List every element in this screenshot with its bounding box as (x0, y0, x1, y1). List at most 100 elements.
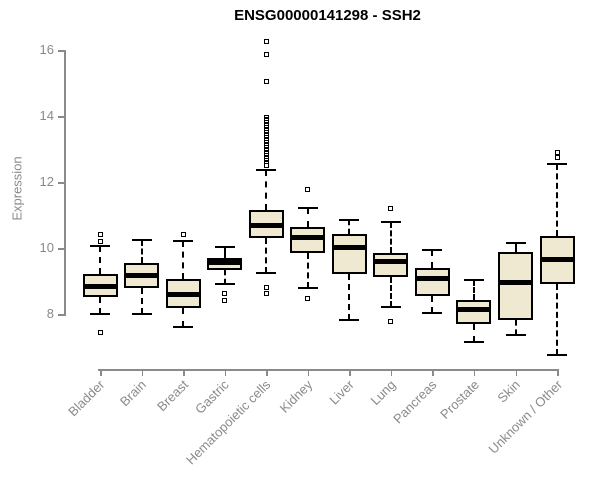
outlier-bladder (97, 232, 103, 238)
whisker-cap-lower-kidney (297, 287, 318, 290)
outlier-unknown-other (554, 154, 560, 160)
outlier-lung (388, 205, 394, 211)
whisker-lower-prostate (472, 324, 475, 342)
median-kidney (290, 234, 326, 240)
whisker-lower-kidney (306, 253, 309, 289)
y-axis-line (64, 50, 66, 316)
whisker-upper-hematopoietic-cells (265, 169, 268, 211)
box-skin (498, 251, 533, 320)
whisker-upper-pancreas (431, 249, 434, 269)
whisker-cap-upper-hematopoietic-cells (256, 168, 277, 171)
outlier-kidney (305, 295, 311, 301)
outlier-hematopoietic-cells (263, 290, 269, 296)
outlier-hematopoietic-cells (263, 163, 269, 168)
y-tick-label: 10 (39, 240, 54, 255)
whisker-lower-lung (389, 277, 392, 307)
outlier-bladder (97, 238, 103, 244)
whisker-upper-liver (348, 219, 351, 235)
whisker-cap-lower-unknown-other (547, 353, 568, 356)
whisker-cap-lower-gastric (214, 283, 235, 286)
outlier-hematopoietic-cells (263, 78, 269, 84)
x-tick (515, 369, 517, 376)
x-tick-label-prostate: Prostate (436, 377, 482, 422)
median-pancreas (414, 275, 450, 281)
x-tick-label-bladder: Bladder (65, 377, 108, 420)
x-tick-label-kidney: Kidney (276, 377, 316, 416)
x-tick (307, 369, 310, 376)
box-kidney (290, 226, 326, 254)
y-tick (57, 314, 65, 316)
x-tick-label-unknown-other: Unknown / Other (485, 377, 565, 457)
whisker-upper-brain (140, 240, 143, 264)
y-tick (57, 182, 65, 184)
whisker-lower-brain (140, 287, 143, 315)
whisker-lower-pancreas (431, 295, 434, 313)
chart-title: ENSG00000141298 - SSH2 (234, 7, 421, 24)
y-tick-label: 16 (39, 42, 54, 57)
whisker-cap-upper-gastric (214, 245, 235, 248)
outlier-unknown-other (554, 149, 560, 155)
x-tick (432, 369, 434, 376)
whisker-cap-upper-breast (173, 240, 194, 243)
x-tick (557, 369, 559, 376)
whisker-upper-gastric (223, 246, 226, 259)
outlier-bladder (97, 329, 103, 335)
whisker-cap-lower-bladder (90, 313, 110, 315)
whisker-cap-upper-prostate (463, 278, 484, 281)
whisker-cap-upper-bladder (90, 245, 110, 248)
outlier-kidney (305, 187, 311, 193)
whisker-lower-bladder (99, 296, 101, 314)
median-hematopoietic-cells (248, 223, 284, 229)
whisker-cap-lower-pancreas (422, 311, 443, 314)
outlier-breast (180, 232, 186, 238)
y-tick (57, 50, 65, 52)
whisker-cap-upper-pancreas (422, 248, 443, 251)
box-pancreas (414, 268, 450, 296)
whisker-lower-breast (182, 308, 185, 327)
x-tick-label-lung: Lung (367, 377, 399, 409)
whisker-upper-breast (182, 241, 185, 279)
x-tick (100, 369, 102, 376)
x-tick-label-liver: Liver (326, 377, 357, 408)
median-brain (124, 272, 160, 278)
x-tick (473, 369, 476, 376)
box-lung (373, 253, 409, 278)
whisker-lower-hematopoietic-cells (265, 238, 268, 274)
outlier-gastric (222, 298, 228, 304)
x-tick-label-skin: Skin (494, 377, 524, 406)
outlier-hematopoietic-cells (263, 52, 269, 58)
median-prostate (456, 306, 492, 312)
whisker-lower-unknown-other (556, 283, 559, 355)
median-unknown-other (539, 256, 575, 262)
whisker-upper-skin (514, 242, 517, 252)
median-bladder (82, 284, 118, 290)
y-tick-label: 8 (46, 306, 54, 321)
y-tick-label: 12 (39, 174, 54, 189)
box-prostate (456, 300, 492, 325)
median-gastric (207, 260, 243, 266)
whisker-upper-bladder (99, 246, 101, 275)
x-tick-label-pancreas: Pancreas (390, 377, 441, 427)
whisker-cap-lower-brain (131, 313, 152, 316)
outlier-hematopoietic-cells (263, 285, 269, 291)
x-tick (183, 369, 185, 376)
y-tick (57, 248, 65, 250)
whisker-upper-unknown-other (556, 163, 559, 237)
median-breast (165, 292, 201, 298)
whisker-cap-lower-skin (505, 334, 526, 337)
whisker-cap-lower-lung (380, 305, 401, 308)
x-tick (349, 369, 351, 376)
whisker-cap-lower-breast (173, 325, 194, 328)
whisker-cap-upper-unknown-other (547, 162, 568, 165)
whisker-cap-lower-hematopoietic-cells (256, 272, 277, 275)
whisker-lower-skin (514, 319, 517, 336)
whisker-cap-upper-kidney (297, 206, 318, 209)
median-skin (498, 280, 533, 286)
x-axis-line (98, 369, 559, 371)
outlier-hematopoietic-cells (263, 39, 269, 45)
whisker-cap-upper-brain (131, 239, 152, 242)
whisker-upper-lung (389, 221, 392, 254)
median-lung (373, 259, 409, 265)
x-tick (141, 369, 144, 376)
